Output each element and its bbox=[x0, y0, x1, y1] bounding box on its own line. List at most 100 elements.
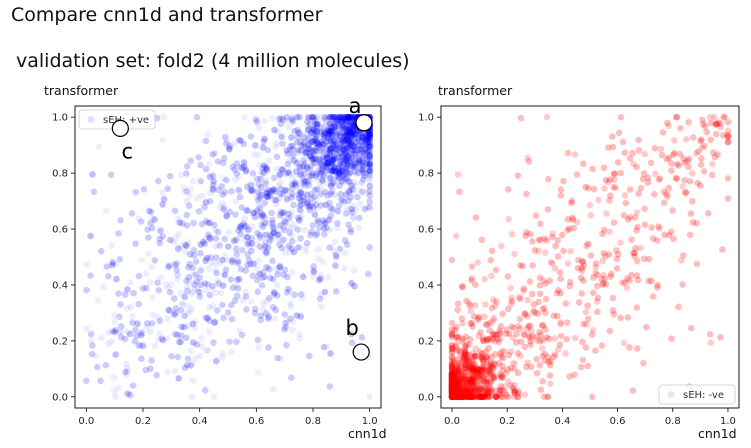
scatter-point bbox=[263, 166, 271, 174]
scatter-point bbox=[366, 131, 374, 139]
scatter-point bbox=[340, 150, 348, 158]
scatter-point bbox=[273, 165, 280, 172]
scatter-point bbox=[271, 290, 278, 298]
scatter-point bbox=[270, 174, 278, 182]
scatter-point bbox=[245, 226, 252, 234]
scatter-point bbox=[307, 172, 314, 180]
scatter-point bbox=[346, 123, 353, 130]
scatter-point bbox=[263, 189, 270, 196]
scatter-point bbox=[176, 219, 183, 226]
scatter-point bbox=[285, 169, 292, 176]
left-scatter-plot: 0.00.00.20.20.40.40.60.60.80.81.01.0 sEH:… bbox=[52, 98, 382, 427]
scatter-point bbox=[277, 185, 285, 192]
scatter-point bbox=[324, 160, 331, 167]
scatter-point bbox=[189, 320, 197, 328]
scatter-point bbox=[149, 311, 157, 319]
scatter-point bbox=[171, 207, 179, 215]
scatter-point bbox=[235, 185, 243, 193]
scatter-point bbox=[330, 155, 338, 163]
scatter-point bbox=[344, 132, 352, 140]
scatter-point bbox=[341, 113, 349, 121]
scatter-point bbox=[350, 202, 357, 210]
scatter-point bbox=[357, 145, 364, 152]
scatter-point bbox=[359, 162, 367, 169]
scatter-point bbox=[269, 275, 277, 283]
scatter-point bbox=[295, 191, 303, 199]
scatter-point bbox=[301, 178, 309, 185]
scatter-point bbox=[273, 153, 281, 161]
scatter-point bbox=[326, 120, 334, 127]
scatter-point bbox=[272, 201, 280, 208]
scatter-point bbox=[329, 161, 336, 169]
scatter-point bbox=[292, 181, 299, 189]
scatter-point bbox=[331, 148, 338, 156]
scatter-point bbox=[343, 145, 350, 152]
scatter-point bbox=[333, 168, 341, 175]
scatter-point bbox=[287, 300, 294, 308]
scatter-point bbox=[178, 323, 185, 331]
scatter-point bbox=[214, 158, 222, 165]
scatter-point bbox=[288, 374, 295, 382]
scatter-point bbox=[348, 119, 356, 126]
scatter-point bbox=[306, 120, 314, 128]
scatter-point bbox=[357, 145, 364, 152]
scatter-point bbox=[157, 274, 165, 281]
scatter-point bbox=[346, 113, 354, 121]
scatter-point bbox=[320, 123, 327, 131]
left-ylabel: transformer bbox=[44, 83, 119, 98]
scatter-point bbox=[203, 315, 210, 322]
scatter-point bbox=[284, 273, 291, 281]
scatter-point bbox=[212, 227, 219, 234]
scatter-point bbox=[329, 167, 337, 174]
scatter-point bbox=[287, 143, 294, 150]
scatter-point bbox=[183, 197, 191, 205]
scatter-point bbox=[348, 331, 355, 338]
scatter-point bbox=[266, 294, 273, 302]
scatter-point bbox=[296, 330, 304, 338]
scatter-point bbox=[223, 137, 230, 144]
scatter-point bbox=[366, 167, 374, 174]
scatter-point bbox=[257, 316, 265, 324]
scatter-point bbox=[262, 231, 270, 239]
scatter-point bbox=[328, 167, 336, 175]
scatter-point bbox=[138, 256, 145, 264]
scatter-point bbox=[344, 171, 352, 178]
scatter-point bbox=[295, 147, 302, 154]
scatter-point bbox=[177, 306, 185, 314]
scatter-point bbox=[366, 204, 374, 211]
scatter-point bbox=[276, 264, 284, 271]
scatter-point bbox=[180, 323, 188, 331]
scatter-point bbox=[300, 144, 308, 151]
scatter-point bbox=[322, 134, 329, 142]
scatter-point bbox=[263, 193, 270, 200]
scatter-point bbox=[366, 182, 374, 190]
scatter-point bbox=[219, 191, 226, 198]
scatter-point bbox=[183, 163, 191, 170]
scatter-point bbox=[272, 306, 279, 314]
scatter-point bbox=[240, 158, 248, 166]
scatter-point bbox=[352, 126, 359, 134]
scatter-point bbox=[251, 305, 259, 313]
scatter-point bbox=[220, 203, 228, 210]
scatter-point bbox=[366, 129, 374, 137]
scatter-point bbox=[238, 222, 245, 229]
scatter-point bbox=[147, 208, 155, 216]
scatter-point bbox=[311, 137, 319, 144]
scatter-point bbox=[263, 164, 270, 172]
scatter-point bbox=[335, 136, 343, 143]
scatter-point bbox=[317, 133, 325, 140]
scatter-point bbox=[330, 163, 338, 170]
scatter-point bbox=[323, 343, 331, 351]
scatter-point bbox=[320, 343, 328, 351]
scatter-point bbox=[349, 121, 357, 129]
scatter-point bbox=[366, 161, 374, 168]
scatter-point bbox=[334, 220, 341, 227]
scatter-point bbox=[215, 186, 222, 194]
scatter-point bbox=[243, 306, 250, 313]
scatter-point bbox=[247, 260, 254, 268]
scatter-point bbox=[293, 312, 301, 319]
scatter-point bbox=[272, 306, 279, 314]
scatter-point bbox=[362, 171, 370, 179]
scatter-point bbox=[301, 170, 308, 177]
scatter-point bbox=[342, 164, 350, 172]
